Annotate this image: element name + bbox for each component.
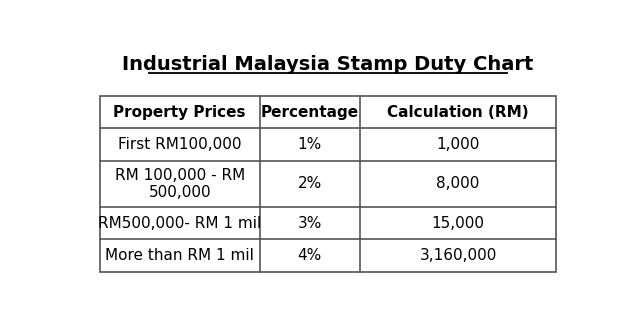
Text: 4%: 4% bbox=[298, 248, 322, 263]
Text: 1,000: 1,000 bbox=[436, 137, 480, 152]
Text: Industrial Malaysia Stamp Duty Chart: Industrial Malaysia Stamp Duty Chart bbox=[122, 55, 534, 73]
Text: Property Prices: Property Prices bbox=[113, 105, 246, 120]
Text: Calculation (RM): Calculation (RM) bbox=[387, 105, 529, 120]
Text: RM500,000- RM 1 mil: RM500,000- RM 1 mil bbox=[98, 215, 261, 230]
Text: Percentage: Percentage bbox=[260, 105, 359, 120]
Text: 15,000: 15,000 bbox=[431, 215, 484, 230]
Text: RM 100,000 - RM
500,000: RM 100,000 - RM 500,000 bbox=[115, 168, 245, 200]
Text: First RM100,000: First RM100,000 bbox=[118, 137, 241, 152]
Text: 3%: 3% bbox=[298, 215, 322, 230]
Text: 2%: 2% bbox=[298, 176, 322, 192]
Bar bbox=[100, 96, 556, 272]
Text: 8,000: 8,000 bbox=[436, 176, 480, 192]
Text: 1%: 1% bbox=[298, 137, 322, 152]
Text: 3,160,000: 3,160,000 bbox=[419, 248, 497, 263]
Text: More than RM 1 mil: More than RM 1 mil bbox=[105, 248, 254, 263]
